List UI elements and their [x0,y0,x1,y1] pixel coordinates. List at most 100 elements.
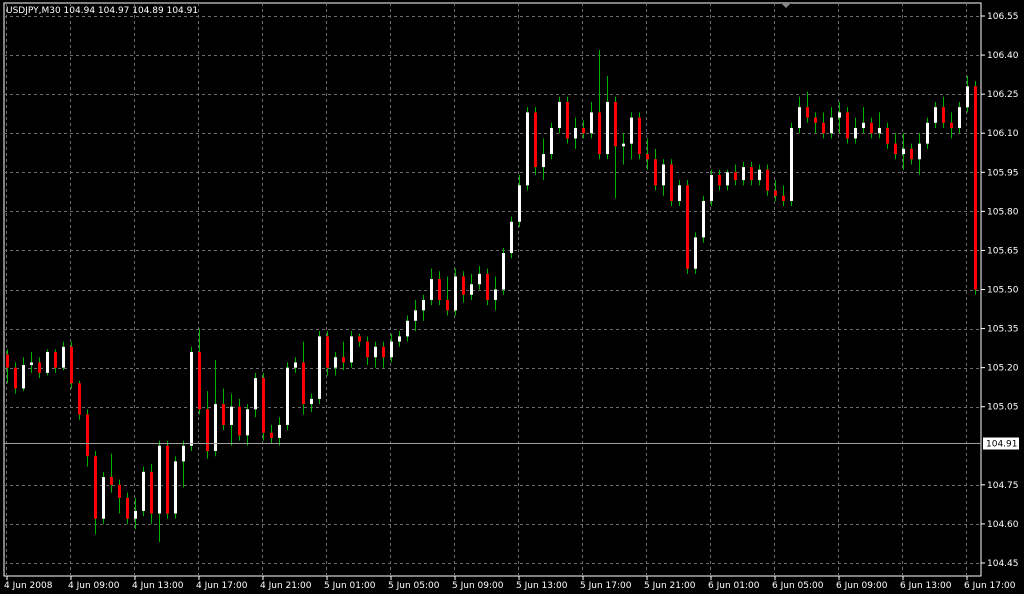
candle-body-bull [678,185,681,201]
candle-body-bear [166,445,169,514]
candle-body-bull [190,352,193,446]
candle [206,391,209,459]
candle-body-bull [142,471,145,511]
candle-body-bull [510,221,513,254]
candle [406,315,409,342]
candle [710,169,713,207]
candle-body-bull [966,86,969,108]
candle-body-bear [14,367,17,389]
candle-body-bull [830,117,833,134]
candle [718,169,721,191]
candle [254,372,257,418]
candle-body-bear [974,86,977,290]
candle-body-bull [134,510,137,519]
candle [966,75,969,113]
candle [70,341,73,389]
candle [62,341,65,371]
current-price-label: 104.91 [986,440,1018,450]
time-tick-label: 4 Jun 09:00 [68,581,120,591]
candle [502,247,505,295]
candle-body-bull [918,143,921,160]
candle-body-bear [774,190,777,196]
candle-body-bull [726,172,729,186]
candle [550,122,553,160]
candle-body-bull [702,200,705,238]
candle-body-bear [638,117,641,155]
candle [46,349,49,376]
price-tick-label: 105.35 [987,325,1019,335]
candle [814,112,817,134]
candle [230,393,233,446]
candle-body-bear [446,299,449,311]
candle-body-bull [430,279,433,300]
candle-body-bull [374,346,377,358]
candle-body-bull [310,398,313,405]
candle-body-bear [734,172,737,181]
candle [750,161,753,186]
price-tick-label: 105.65 [987,246,1019,256]
candle [838,101,841,134]
candle-body-bull [934,107,937,123]
candle-body-bear [750,167,753,181]
candle-body-bear [486,273,489,300]
time-tick-label: 4 Jun 17:00 [196,581,248,591]
price-axis: 106.55 106.40 106.25 106.10 105.95 105.80 105.… [981,12,1019,569]
candle [182,440,185,488]
shift-marker-icon[interactable] [781,3,791,8]
candle-body-bull [294,362,297,368]
grid [3,2,982,577]
time-tick-label: 5 Jun 09:00 [452,581,504,591]
candle-body-bull [710,174,713,201]
candle [646,138,649,170]
candle [142,466,145,517]
candle [94,450,97,535]
candle-body-bear [822,122,825,134]
candle-body-bull [550,128,553,155]
price-tick-label: 105.50 [987,286,1019,296]
candle [894,133,897,160]
candle [174,456,177,519]
candle-body-bull [854,128,857,139]
candle-body-bull [230,406,233,425]
candle [702,195,705,243]
candle [38,357,41,379]
candle-body-bull [494,289,497,300]
candle-body-bull [542,154,545,168]
candle-body-bull [926,122,929,144]
candle [590,101,593,139]
candle-body-bull [694,237,697,269]
current-price-box [983,437,1019,450]
time-tick-label: 6 Jun 05:00 [772,581,824,591]
candle [926,117,929,149]
price-tick-label: 104.45 [987,559,1019,569]
candle [6,349,9,384]
candle [102,471,105,524]
candle [630,112,633,160]
time-tick-label: 4 Jun 13:00 [132,581,184,591]
candle-body-bull [758,169,761,181]
candle [318,331,321,405]
candle-body-bear [118,484,121,498]
candle [326,331,329,376]
candle-body-bull [790,128,793,201]
candle [622,133,625,165]
time-tick-label: 5 Jun 13:00 [516,581,568,591]
candle-body-bear [150,471,153,514]
candle [486,268,489,306]
candle-body-bull [574,128,577,139]
candle-body-bear [126,497,129,519]
candle-body-bear [646,154,649,160]
candle [918,133,921,175]
candle-body-bull [606,101,609,155]
candle [902,133,905,170]
candle [358,333,361,347]
candle-body-bear [198,352,201,410]
candle [510,216,513,259]
candle [166,440,169,519]
candle-body-bear [222,404,225,425]
candle-body-bull [878,128,881,134]
candle-body-bear [870,122,873,134]
candle-body-bull [630,117,633,144]
candle-body-bull [334,357,337,368]
candle [798,96,801,134]
